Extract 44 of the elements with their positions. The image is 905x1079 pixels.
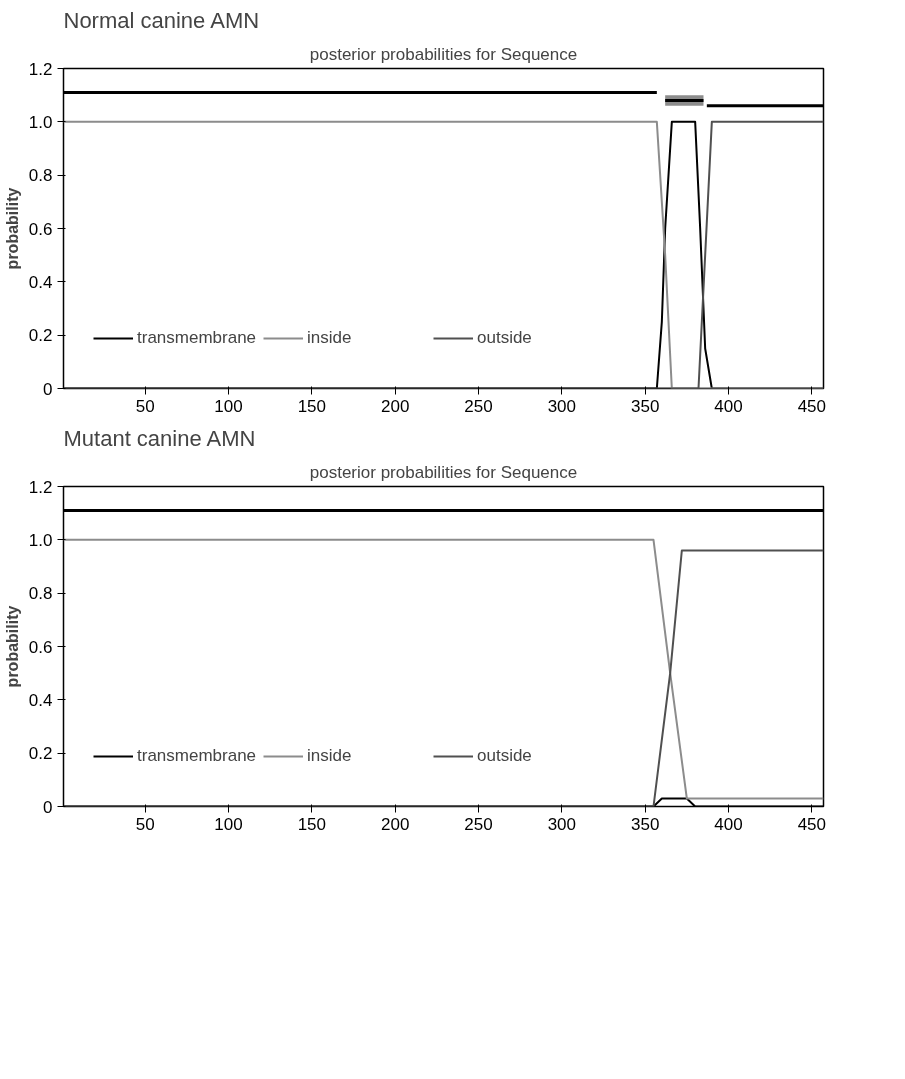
x-tick-label: 150 xyxy=(297,814,327,834)
y-tick-label: 0.2 xyxy=(28,744,53,764)
y-tick-label: 0.8 xyxy=(28,166,53,186)
chart-title: Normal canine AMN xyxy=(63,7,260,33)
legend-label: inside xyxy=(307,328,353,348)
legend-label: transmembrane xyxy=(137,746,257,766)
x-tick-label: 250 xyxy=(464,814,493,834)
x-tick-label: 450 xyxy=(797,396,827,416)
x-tick-label: 200 xyxy=(380,814,410,834)
y-tick-label: 0.4 xyxy=(28,690,53,710)
legend-label: transmembrane xyxy=(137,328,257,348)
y-tick-label: 0 xyxy=(43,797,53,817)
x-tick-label: 250 xyxy=(464,396,493,416)
x-tick-label: 350 xyxy=(630,396,660,416)
y-tick-label: 0.8 xyxy=(28,584,53,604)
legend-label: inside xyxy=(307,746,353,766)
x-tick-label: 300 xyxy=(547,814,577,834)
x-tick-label: 100 xyxy=(214,814,243,834)
x-tick-label: 200 xyxy=(380,396,410,416)
y-tick-label: 0.6 xyxy=(28,637,53,657)
x-tick-label: 150 xyxy=(297,396,327,416)
y-tick-label: 1.2 xyxy=(28,477,53,497)
y-tick-label: 0.6 xyxy=(28,219,53,239)
y-axis-title: probability xyxy=(3,187,21,270)
y-axis-title: probability xyxy=(3,605,21,688)
x-tick-label: 100 xyxy=(214,396,243,416)
y-tick-label: 0.2 xyxy=(28,326,53,346)
y-tick-label: 0 xyxy=(43,379,53,399)
x-tick-label: 350 xyxy=(630,814,660,834)
y-tick-label: 0.4 xyxy=(28,272,53,292)
x-tick-label: 400 xyxy=(714,814,743,834)
legend-label: outside xyxy=(477,328,533,348)
legend-label: outside xyxy=(477,746,533,766)
y-tick-label: 1.0 xyxy=(28,530,53,550)
y-tick-label: 1.2 xyxy=(28,59,53,79)
x-tick-label: 400 xyxy=(714,396,743,416)
y-tick-label: 1.0 xyxy=(28,112,53,132)
x-tick-label: 450 xyxy=(797,814,827,834)
chart-title: Mutant canine AMN xyxy=(63,425,256,451)
chart-subtitle: posterior probabilities for Sequence xyxy=(309,44,578,64)
x-tick-label: 50 xyxy=(135,814,155,834)
x-tick-label: 50 xyxy=(135,396,155,416)
chart-subtitle: posterior probabilities for Sequence xyxy=(309,462,578,482)
x-tick-label: 300 xyxy=(547,396,577,416)
